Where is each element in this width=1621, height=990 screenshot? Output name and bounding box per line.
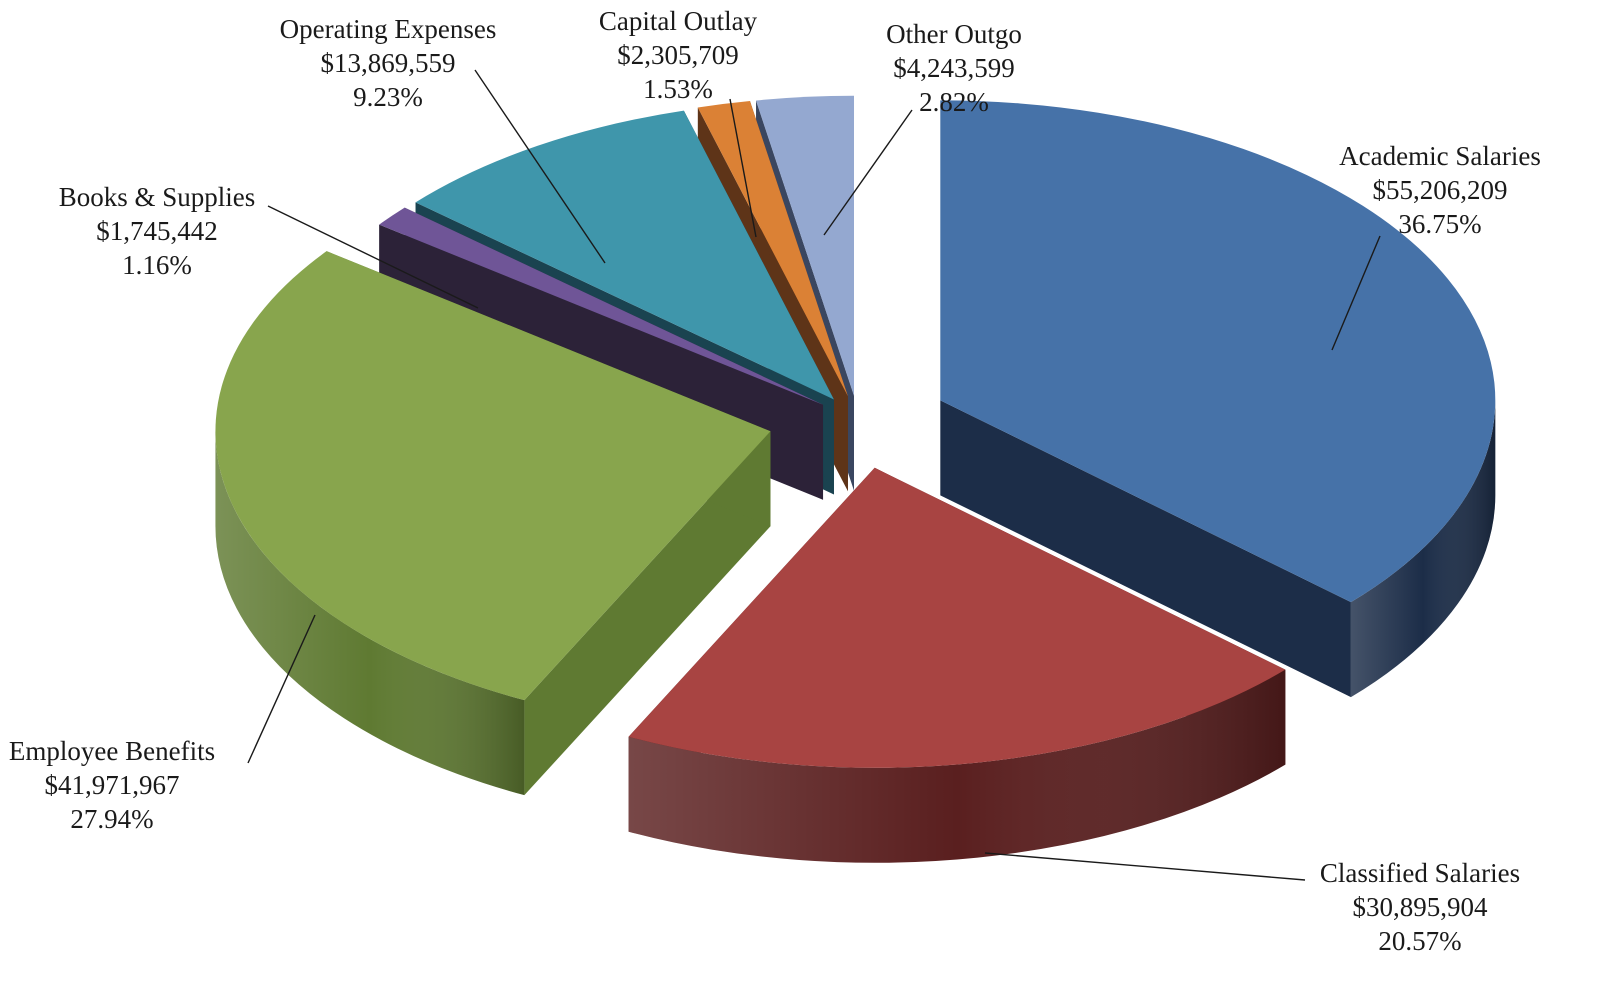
slice-value: $4,243,599 [893,53,1015,83]
label-employee-benefits: Employee Benefits $41,971,967 27.94% [9,736,215,834]
slice-wall [940,400,1351,698]
leader-books-and-supplies [267,205,479,309]
leader-capital-outlay [729,98,757,238]
slice-side-shade [1350,400,1496,698]
pie-slices [215,95,1496,863]
slice-top [415,110,834,400]
slice-value: $1,745,442 [96,216,218,246]
slice-top [628,467,1286,768]
leader-academic-salaries [1331,235,1381,351]
slice-top [379,207,824,405]
slice-top [215,251,771,701]
slice-percent: 2.82% [919,87,989,117]
slice-percent: 1.16% [122,250,192,280]
pie-slice-academic-salaries [940,100,1496,698]
slice-value: $13,869,559 [321,48,456,78]
slice-name: Operating Expenses [280,14,497,44]
slice-top [940,100,1496,603]
slice-name: Books & Supplies [59,182,256,212]
pie-slice-classified-salaries [628,467,1286,863]
slice-name: Academic Salaries [1339,141,1541,171]
slice-top [756,95,855,396]
slice-name: Capital Outlay [599,6,758,36]
slice-side-shade [215,431,525,796]
slice-value: $55,206,209 [1373,175,1508,205]
leader-classified-salaries [984,852,1306,881]
label-capital-outlay: Capital Outlay $2,305,709 1.53% [599,6,758,104]
slice-name: Employee Benefits [9,736,215,766]
slice-top [697,101,848,397]
label-classified-salaries: Classified Salaries $30,895,904 20.57% [1320,858,1520,956]
label-leaders [247,69,1381,881]
slice-value: $2,305,709 [617,40,739,70]
slice-labels: Academic Salaries $55,206,209 36.75% Classi… [9,6,1541,956]
label-academic-salaries: Academic Salaries $55,206,209 36.75% [1339,141,1541,239]
pie-slice-employee-benefits [215,251,771,796]
slice-side-shade [628,669,1286,863]
slice-percent: 36.75% [1398,209,1481,239]
slice-name: Other Outgo [886,19,1022,49]
slice-value: $30,895,904 [1353,892,1489,922]
slice-name: Classified Salaries [1320,858,1520,888]
slice-percent: 20.57% [1378,926,1461,956]
label-operating-expenses: Operating Expenses $13,869,559 9.23% [280,14,497,112]
leader-other-outgo [823,109,913,236]
slice-wall [524,431,771,796]
slice-value: $41,971,967 [45,770,180,800]
leader-employee-benefits [247,614,316,764]
label-other-outgo: Other Outgo $4,243,599 2.82% [886,19,1022,117]
slice-percent: 27.94% [70,804,153,834]
slice-percent: 1.53% [643,74,713,104]
label-books-and-supplies: Books & Supplies $1,745,442 1.16% [59,182,256,280]
slice-percent: 9.23% [353,82,423,112]
leader-operating-expenses [474,69,606,264]
